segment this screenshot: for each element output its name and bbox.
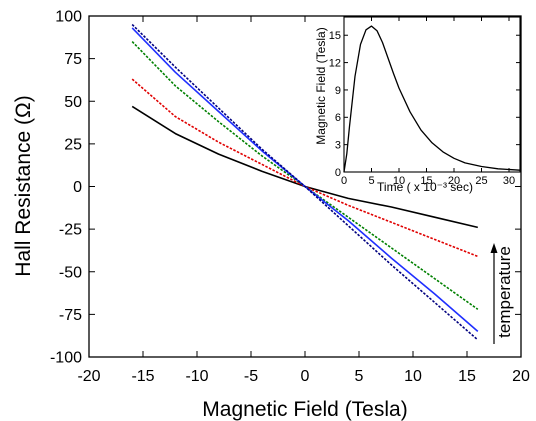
temperature-arrow: [490, 243, 498, 344]
x-tick-label: 5: [368, 175, 374, 187]
x-tick-label: -20: [77, 368, 100, 385]
x-tick-label: 5: [355, 368, 364, 385]
y-tick-label: 50: [64, 94, 82, 111]
x-tick-label: 25: [475, 175, 487, 187]
inset-data-series: [343, 25, 521, 173]
x-tick-label: 15: [420, 175, 432, 187]
inset-x-axis-title: Time ( x 10⁻³ sec): [377, 180, 473, 194]
inset-plot-frame: [343, 16, 521, 173]
y-tick-label: 6: [335, 112, 341, 124]
main-x-axis-title: Magnetic Field (Tesla): [202, 398, 407, 421]
y-tick-label: -50: [59, 264, 82, 281]
y-tick-label: 0: [73, 179, 82, 196]
x-tick-label: 0: [341, 175, 347, 187]
y-tick-label: 3: [335, 139, 341, 151]
inset-background: [344, 17, 520, 172]
y-tick-label: 0: [335, 167, 341, 179]
x-tick-label: 0: [301, 368, 310, 385]
series-line-5: [131, 23, 479, 341]
y-tick-label: -100: [50, 350, 82, 367]
x-tick-label: 30: [503, 175, 515, 187]
y-tick-label: -75: [59, 307, 82, 324]
main-y-axis-title: Hall Resistance (Ω): [12, 95, 35, 276]
x-tick-label: 10: [393, 175, 405, 187]
x-tick-label: -10: [185, 368, 208, 385]
x-tick-label: 10: [404, 368, 422, 385]
x-tick-label: -5: [244, 368, 258, 385]
x-tick-label: 20: [512, 368, 530, 385]
y-tick-label: 12: [329, 57, 341, 69]
y-tick-label: 100: [55, 9, 82, 26]
y-tick-label: 9: [335, 85, 341, 97]
y-tick-label: 15: [329, 30, 341, 42]
x-tick-label: -15: [131, 368, 154, 385]
y-tick-label: -25: [59, 222, 82, 239]
temperature-annotation: temperature: [495, 246, 514, 338]
x-tick-label: 20: [448, 175, 460, 187]
y-tick-label: 25: [64, 136, 82, 153]
inset-y-axis-title: Magnetic Field (Tesla): [314, 27, 328, 144]
main-data-series: [131, 23, 479, 341]
main-axis-ticks: -20 -15 -10 -5 0 5 10 15 20-100-75-50-2502550751…: [50, 9, 530, 385]
x-tick-label: 15: [458, 368, 476, 385]
inset-axis-ticks: 0 5 10 15 20 25 30 0 3 6 9 12 15: [329, 17, 520, 187]
series-line-1: [343, 25, 521, 173]
y-tick-label: 75: [64, 51, 82, 68]
